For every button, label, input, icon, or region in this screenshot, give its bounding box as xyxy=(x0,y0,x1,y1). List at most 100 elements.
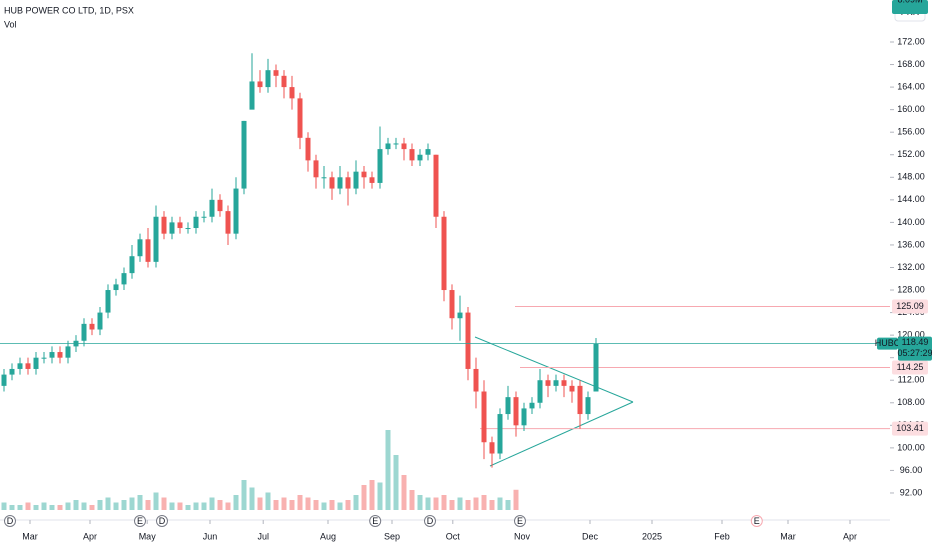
x-tick-label: Jun xyxy=(203,531,218,541)
candle-body xyxy=(289,87,295,99)
x-tick-label: Oct xyxy=(446,531,461,541)
level-label: 103.41 xyxy=(896,423,924,433)
y-tick-label: 172.00 xyxy=(897,36,925,46)
candle-body xyxy=(361,171,367,178)
candle-body xyxy=(553,380,559,386)
candle-body xyxy=(521,408,527,426)
volume-bar xyxy=(433,497,439,510)
candle-body xyxy=(81,323,87,341)
volume-bar xyxy=(505,500,511,510)
level-tag xyxy=(892,360,928,375)
candle-body xyxy=(33,357,39,369)
candle-body xyxy=(145,239,151,262)
y-tick-label: 168.00 xyxy=(897,59,925,69)
volume-bar xyxy=(489,500,495,510)
candle-body xyxy=(281,75,287,88)
candle-body xyxy=(449,290,455,319)
volume-bar xyxy=(185,505,191,510)
countdown-label: 05:27:29 xyxy=(897,348,932,358)
y-tick-label: 164.00 xyxy=(897,81,925,91)
volume-bar xyxy=(129,497,135,510)
candle-body xyxy=(9,368,15,375)
candle-body xyxy=(441,216,447,291)
candle-body xyxy=(377,149,383,183)
volume-bar xyxy=(177,502,183,510)
candle-body xyxy=(585,397,591,415)
volume-bar xyxy=(145,500,151,510)
level-label: 114.25 xyxy=(897,362,924,372)
volume-bar xyxy=(9,505,15,510)
x-tick-label: Aug xyxy=(320,531,336,541)
x-tick-label: 2025 xyxy=(642,531,662,541)
candle-body xyxy=(97,312,103,330)
volume-bar xyxy=(385,430,391,510)
volume-bar xyxy=(33,505,39,510)
candle-body xyxy=(225,211,231,234)
x-tick-label: Jul xyxy=(257,531,269,541)
candle-body xyxy=(89,323,95,330)
candle-body xyxy=(177,222,183,229)
candle-body xyxy=(321,177,327,179)
candle-body xyxy=(537,380,543,403)
candle-body xyxy=(41,357,47,359)
y-tick-label: 120.00 xyxy=(897,330,925,340)
volume-bar xyxy=(25,502,31,510)
y-tick-label: 156.00 xyxy=(897,127,925,137)
x-tick-label: Apr xyxy=(843,531,857,541)
symbol-label: HUBC xyxy=(875,338,901,348)
candle-body xyxy=(65,346,71,358)
candle-body xyxy=(113,284,119,291)
candle-body xyxy=(513,397,519,426)
event-icon xyxy=(156,515,168,527)
candle-body xyxy=(465,312,471,369)
candle-body xyxy=(241,120,247,189)
volume-bar xyxy=(97,500,103,510)
candle-body xyxy=(25,363,31,369)
volume-bar xyxy=(329,500,335,510)
candle-body xyxy=(417,154,423,161)
volume-bar xyxy=(281,497,287,510)
candle-body xyxy=(569,385,575,392)
price-tag xyxy=(898,336,932,361)
volume-bar xyxy=(209,497,215,510)
volume-bar xyxy=(201,502,207,510)
y-tick-label: 96.00 xyxy=(900,465,923,475)
volume-bar xyxy=(409,490,415,510)
volume-bar xyxy=(49,505,55,510)
volume-bar xyxy=(41,502,47,510)
x-tick-label: Apr xyxy=(83,531,97,541)
level-tag xyxy=(892,299,928,314)
volume-bar xyxy=(153,492,159,510)
volume-bar xyxy=(481,495,487,510)
volume-bar xyxy=(105,497,111,510)
candle-body xyxy=(209,199,215,217)
candle-body xyxy=(385,143,391,150)
level-tag xyxy=(892,421,928,436)
trendline-upper xyxy=(474,336,634,403)
x-tick-label: Mar xyxy=(22,531,38,541)
volume-bar xyxy=(465,500,471,510)
candle-body xyxy=(425,149,431,155)
event-icon xyxy=(4,515,16,527)
candle-body xyxy=(217,199,223,212)
volume-bar xyxy=(417,495,423,510)
volume-bar xyxy=(193,502,199,510)
candle-body xyxy=(353,171,359,189)
volume-bar xyxy=(457,497,463,510)
y-tick-label: 140.00 xyxy=(897,217,925,227)
volume-bar xyxy=(289,500,295,510)
x-tick-label: May xyxy=(139,531,157,541)
volume-bar xyxy=(17,505,23,510)
price-label: 118.49 xyxy=(902,337,929,347)
y-tick-label: 100.00 xyxy=(897,442,925,452)
candle-body xyxy=(265,70,271,88)
event-icon xyxy=(514,515,526,527)
y-tick-label: 136.00 xyxy=(897,239,925,249)
candle-body xyxy=(489,442,495,454)
volume-title: Vol xyxy=(4,19,17,29)
volume-bar xyxy=(1,502,7,510)
candle-body xyxy=(577,385,583,415)
y-tick-label: 148.00 xyxy=(897,172,925,182)
volume-bar xyxy=(473,497,479,510)
